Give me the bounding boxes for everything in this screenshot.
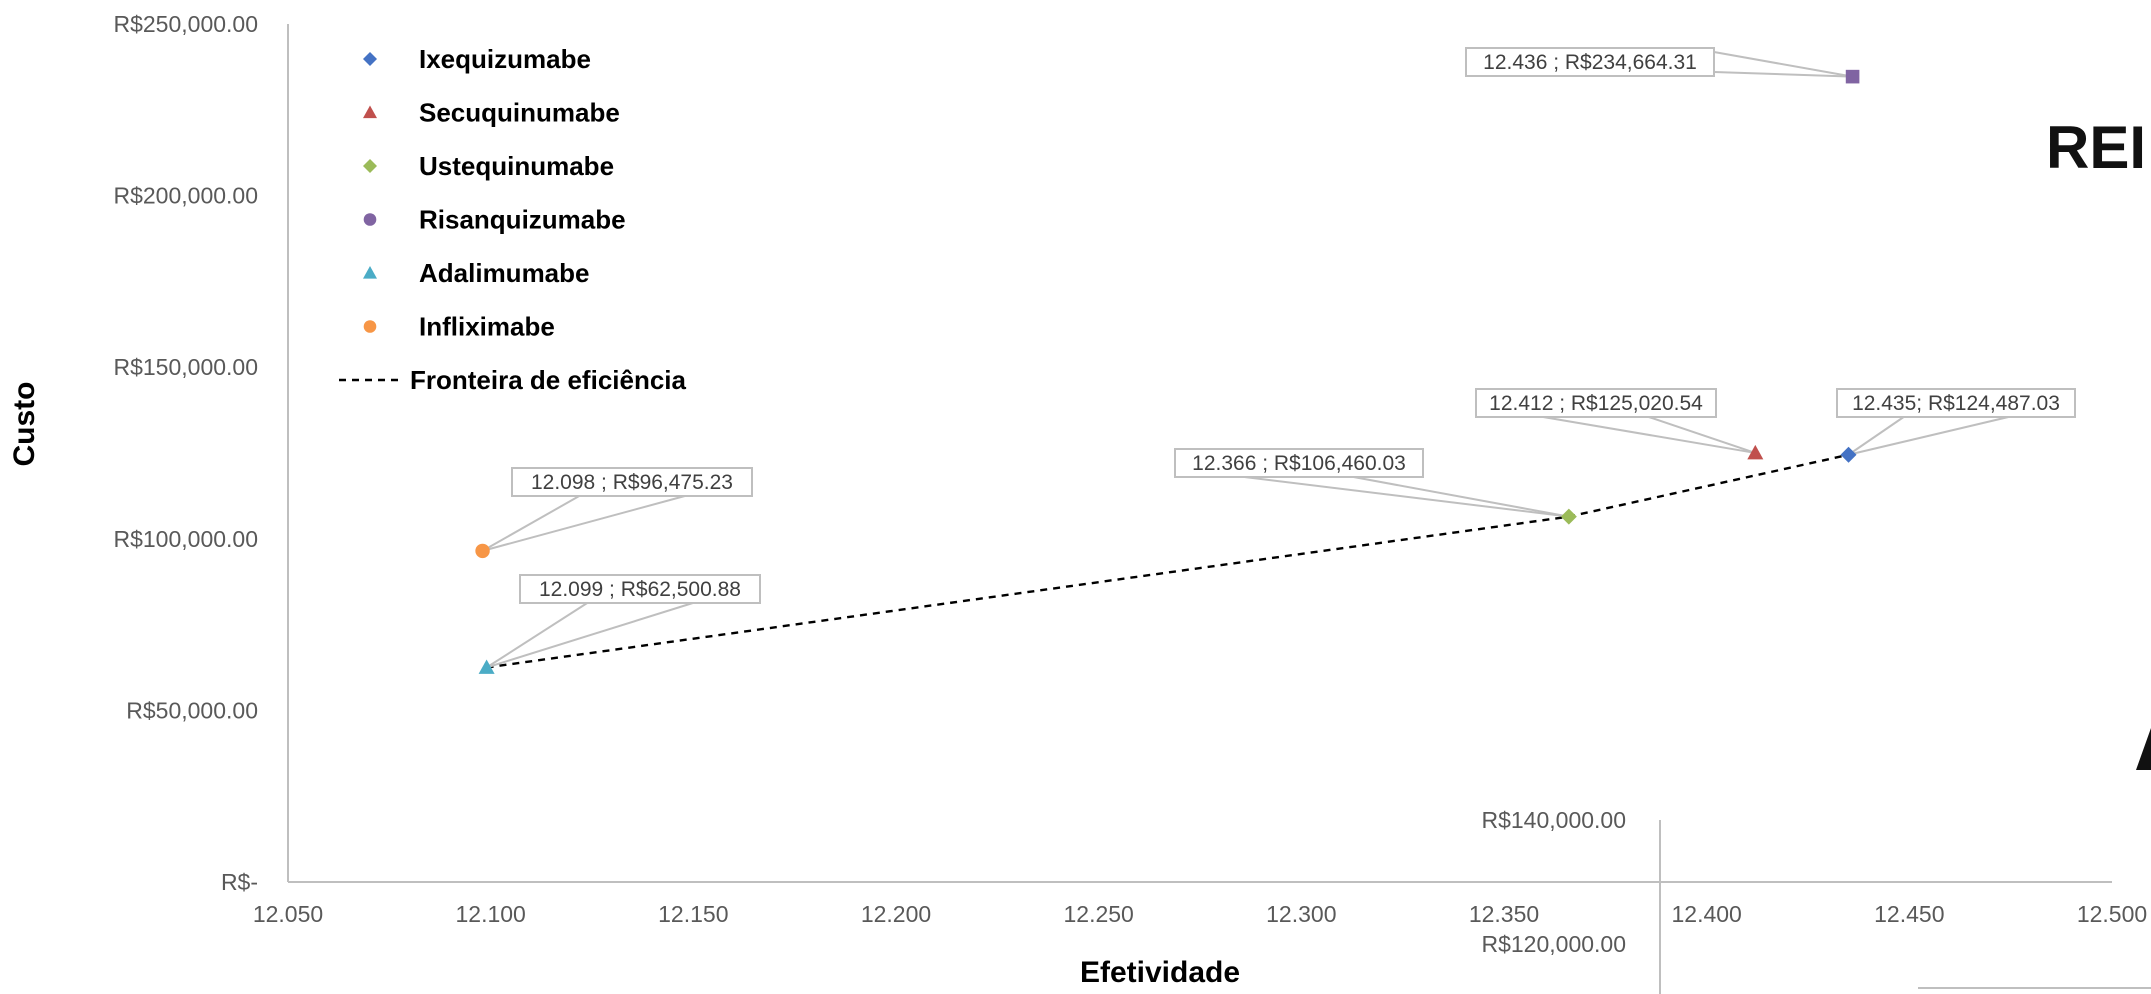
data-label-text: 12.366 ; R$106,460.03 — [1192, 452, 1406, 475]
x-tick-labels: 12.050 12.100 12.150 12.200 12.250 12.300 12.3… — [253, 901, 2147, 927]
x-tick-label: 12.500 — [2077, 901, 2147, 927]
legend-label: Ixequizumabe — [419, 44, 591, 74]
data-label-text: 12.099 ; R$62,500.88 — [539, 578, 741, 601]
legend-item-secuquinumabe: Secuquinumabe — [363, 98, 620, 128]
y-tick-labels: R$- R$50,000.00 R$100,000.00 R$150,000.00 R$… — [113, 11, 258, 895]
data-label-text: 12.098 ; R$96,475.23 — [531, 471, 733, 494]
data-label-text: 12.412 ; R$125,020.54 — [1489, 392, 1703, 415]
inset-tick-label-bottom: R$120,000.00 — [1481, 931, 1626, 957]
y-axis-title: Custo — [8, 382, 41, 467]
x-tick-label: 12.300 — [1266, 901, 1336, 927]
data-label-text: 12.436 ; R$234,664.31 — [1483, 51, 1697, 74]
data-point-ixequizumabe — [1840, 446, 1857, 463]
legend-label: Risanquizumabe — [419, 205, 626, 235]
legend-marker-secuquinumabe — [363, 105, 377, 119]
x-tick-label: 12.400 — [1671, 901, 1741, 927]
x-tick-label: 12.100 — [455, 901, 525, 927]
partial-letter-fragment — [2136, 728, 2151, 770]
legend-marker-adalimumabe — [363, 266, 377, 279]
y-tick-label: R$- — [221, 869, 258, 895]
x-tick-label: 12.150 — [658, 901, 728, 927]
data-labels: 12.435; R$124,487.03 12.412 ; R$125,020.5… — [482, 47, 2076, 669]
data-label-text: 12.435; R$124,487.03 — [1852, 392, 2060, 415]
data-label-ustequinumabe: 12.366 ; R$106,460.03 — [1174, 448, 1570, 518]
inset-tick-label-top: R$140,000.00 — [1481, 807, 1626, 833]
data-label-adalimumabe: 12.099 ; R$62,500.88 — [486, 574, 761, 669]
legend-item-adalimumabe: Adalimumabe — [363, 258, 590, 288]
data-point-ustequinumabe — [1560, 508, 1577, 525]
legend-marker-infliximabe — [363, 320, 377, 333]
data-point-adalimumabe — [478, 659, 495, 674]
x-tick-label: 12.450 — [1874, 901, 1944, 927]
legend-item-risanquizumabe: Risanquizumabe — [363, 205, 626, 235]
legend-label: Secuquinumabe — [419, 98, 620, 128]
x-axis-title: Efetividade — [1080, 956, 1240, 989]
x-tick-label: 12.200 — [861, 901, 931, 927]
legend-item-infliximabe: Infliximabe — [363, 312, 555, 342]
data-label-secuquinumabe: 12.412 ; R$125,020.54 — [1475, 388, 1756, 454]
data-label-infliximabe: 12.098 ; R$96,475.23 — [482, 467, 753, 552]
legend-label: Adalimumabe — [419, 258, 590, 288]
overlay-fragment: R$140,000.00 R$120,000.00 REI — [1481, 114, 2151, 994]
y-tick-label: R$250,000.00 — [113, 11, 258, 37]
y-tick-label: R$150,000.00 — [113, 354, 258, 380]
x-tick-label: 12.250 — [1063, 901, 1133, 927]
legend-item-frontier: Fronteira de eficiência — [339, 365, 687, 395]
y-tick-label: R$50,000.00 — [126, 697, 258, 723]
legend-label: Ustequinumabe — [419, 151, 614, 181]
partial-heading: REI — [2046, 114, 2146, 181]
x-tick-label: 12.350 — [1469, 901, 1539, 927]
data-points — [475, 69, 1860, 674]
data-point-secuquinumabe — [1747, 444, 1764, 460]
legend-item-ixequizumabe: Ixequizumabe — [363, 44, 591, 74]
data-label-risanquizumabe: 12.436 ; R$234,664.31 — [1465, 47, 1853, 78]
y-tick-label: R$100,000.00 — [113, 526, 258, 552]
legend-label: Fronteira de eficiência — [410, 365, 687, 395]
legend-marker-ustequinumabe — [363, 159, 377, 173]
data-label-ixequizumabe: 12.435; R$124,487.03 — [1836, 388, 2076, 456]
legend-marker-risanquizumabe — [363, 213, 377, 226]
data-point-infliximabe — [475, 543, 490, 559]
y-tick-label: R$200,000.00 — [113, 183, 258, 209]
data-point-risanquizumabe — [1845, 69, 1860, 84]
legend-label: Infliximabe — [419, 312, 555, 342]
chart-axes — [287, 24, 2112, 883]
legend: Ixequizumabe Secuquinumabe Ustequinumabe Ri… — [339, 44, 687, 395]
legend-marker-ixequizumabe — [363, 52, 377, 66]
x-tick-label: 12.050 — [253, 901, 323, 927]
legend-item-ustequinumabe: Ustequinumabe — [363, 151, 614, 181]
